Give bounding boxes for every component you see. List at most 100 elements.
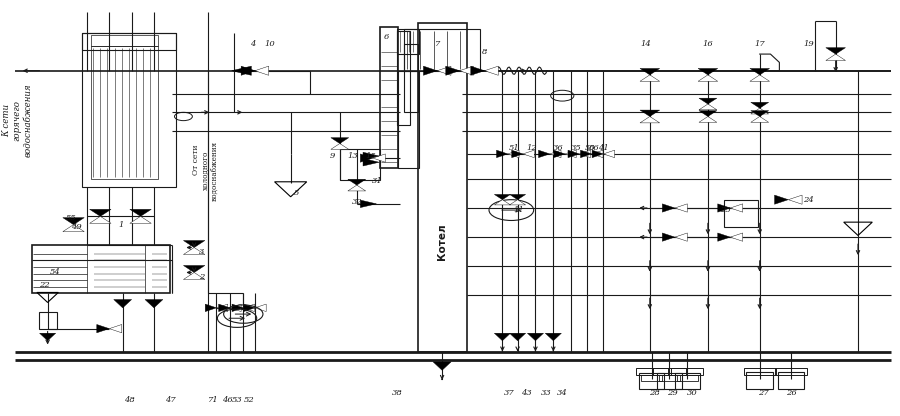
Bar: [635, 368, 668, 375]
Text: 56: 56: [590, 144, 599, 152]
Text: 27: 27: [758, 389, 769, 397]
Bar: [657, 373, 682, 389]
Polygon shape: [331, 138, 348, 144]
Polygon shape: [219, 304, 230, 312]
Text: 28: 28: [649, 389, 660, 397]
Polygon shape: [109, 324, 122, 333]
Polygon shape: [184, 240, 205, 248]
Polygon shape: [217, 304, 228, 312]
Text: 29: 29: [667, 389, 678, 397]
Polygon shape: [826, 54, 845, 60]
Text: 48: 48: [124, 396, 135, 404]
Polygon shape: [580, 150, 592, 158]
Text: 32: 32: [352, 198, 363, 206]
Polygon shape: [255, 304, 266, 312]
Polygon shape: [205, 304, 217, 312]
Polygon shape: [363, 152, 379, 160]
Text: 46: 46: [221, 396, 232, 404]
Polygon shape: [113, 300, 131, 308]
Polygon shape: [699, 111, 716, 116]
Polygon shape: [717, 233, 730, 241]
Polygon shape: [730, 204, 742, 212]
Polygon shape: [494, 200, 510, 205]
Bar: [418, 23, 467, 352]
Polygon shape: [184, 248, 205, 255]
Polygon shape: [497, 150, 508, 158]
Text: холодного
водоснабжения: холодного водоснабжения: [202, 141, 219, 201]
Polygon shape: [538, 150, 550, 158]
Polygon shape: [373, 154, 385, 162]
Polygon shape: [580, 150, 590, 158]
Polygon shape: [460, 66, 473, 75]
Text: 47: 47: [165, 396, 176, 404]
Text: 8: 8: [482, 48, 487, 56]
Bar: [775, 368, 807, 375]
Polygon shape: [750, 75, 770, 81]
Bar: [92, 46, 158, 179]
Text: 15: 15: [365, 152, 376, 160]
Text: 71: 71: [209, 396, 220, 404]
Polygon shape: [698, 69, 717, 75]
Polygon shape: [545, 333, 562, 341]
Text: 9: 9: [330, 152, 336, 160]
Polygon shape: [775, 195, 788, 204]
Text: 6: 6: [383, 33, 389, 42]
Polygon shape: [717, 204, 730, 212]
Polygon shape: [423, 66, 437, 75]
Polygon shape: [730, 233, 742, 241]
Bar: [39, 312, 57, 329]
Text: 7: 7: [436, 40, 441, 48]
Text: 26: 26: [786, 389, 796, 397]
Polygon shape: [63, 218, 85, 225]
Bar: [641, 375, 662, 381]
Polygon shape: [550, 150, 561, 158]
Polygon shape: [40, 333, 56, 341]
Text: 54: 54: [50, 268, 61, 277]
Text: 3: 3: [199, 248, 204, 256]
Bar: [83, 33, 176, 50]
Polygon shape: [675, 233, 688, 241]
Polygon shape: [640, 110, 660, 116]
Polygon shape: [184, 272, 205, 280]
Bar: [398, 71, 419, 168]
Polygon shape: [255, 66, 269, 75]
Polygon shape: [640, 69, 660, 75]
Polygon shape: [244, 304, 255, 312]
Text: 10: 10: [265, 40, 275, 48]
Text: Котел: Котел: [437, 223, 447, 260]
Bar: [32, 245, 170, 293]
Polygon shape: [363, 158, 379, 166]
Polygon shape: [662, 204, 675, 212]
Text: 1: 1: [118, 220, 123, 229]
Text: 17: 17: [754, 40, 765, 48]
Polygon shape: [603, 150, 615, 158]
Polygon shape: [699, 104, 716, 110]
Bar: [639, 373, 664, 389]
Bar: [671, 368, 704, 375]
Bar: [397, 29, 419, 54]
Polygon shape: [63, 225, 85, 232]
Text: 2: 2: [199, 272, 204, 281]
Polygon shape: [751, 102, 769, 108]
Text: 22: 22: [39, 281, 50, 289]
Polygon shape: [509, 194, 526, 200]
Polygon shape: [698, 75, 717, 81]
Text: 33: 33: [541, 389, 552, 397]
Text: 11: 11: [513, 206, 524, 214]
Text: 31: 31: [372, 177, 382, 185]
Bar: [380, 27, 398, 168]
Polygon shape: [508, 150, 519, 158]
Polygon shape: [640, 75, 660, 81]
Polygon shape: [568, 150, 580, 158]
Text: 43: 43: [521, 389, 532, 397]
Polygon shape: [523, 150, 535, 158]
Polygon shape: [750, 69, 770, 75]
Text: 55: 55: [66, 214, 77, 223]
Bar: [677, 375, 698, 381]
Polygon shape: [243, 304, 255, 312]
Polygon shape: [509, 333, 526, 341]
Bar: [340, 149, 380, 180]
Text: 37: 37: [504, 389, 515, 397]
Text: 5: 5: [294, 189, 300, 198]
Text: 4: 4: [249, 40, 255, 48]
